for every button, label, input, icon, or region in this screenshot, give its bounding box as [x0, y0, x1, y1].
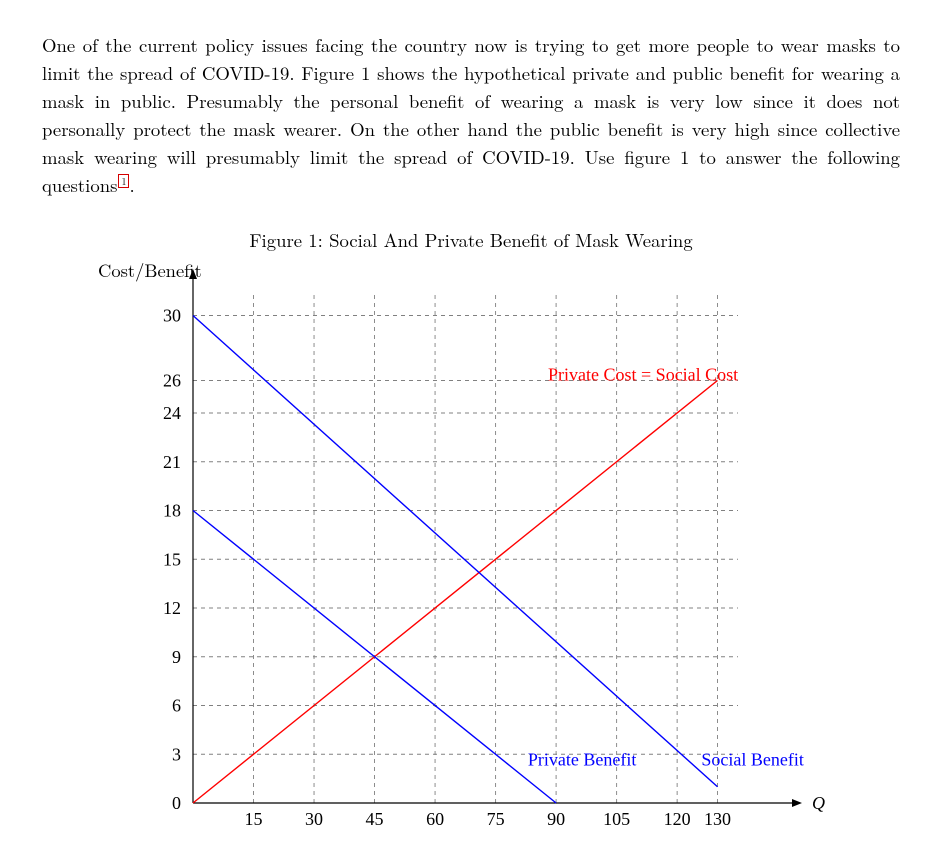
x-axis-arrow: [792, 799, 802, 807]
x-tick-label: 105: [603, 809, 630, 829]
social_benefit-label: Social Benefit: [701, 750, 803, 770]
y-tick-label: 18: [163, 500, 181, 520]
y-tick-label: 15: [163, 549, 181, 569]
x-tick-label: 75: [487, 809, 505, 829]
intro-text: One of the current policy issues facing …: [42, 32, 900, 198]
figure-caption: Figure 1: Social And Private Benefit of …: [42, 227, 900, 253]
x-tick-label: 45: [366, 809, 384, 829]
x-tick-label: 60: [426, 809, 444, 829]
y-tick-label: 0: [172, 793, 181, 813]
y-tick-label: 24: [163, 403, 181, 423]
y-tick-label: 9: [172, 647, 181, 667]
chart-area: Cost/Benefit 036912151821242630153045607…: [78, 263, 858, 863]
x-tick-label: 90: [547, 809, 565, 829]
y-tick-label: 12: [163, 598, 181, 618]
intro-paragraph: One of the current policy issues facing …: [42, 31, 900, 199]
x-axis-title: Q: [812, 793, 825, 813]
figure-1: Figure 1: Social And Private Benefit of …: [42, 227, 900, 863]
y-axis-title: Cost/Benefit: [98, 257, 202, 283]
y-tick-label: 30: [163, 305, 181, 325]
y-tick-label: 21: [163, 452, 181, 472]
chart-svg: 0 3 6 9 12 15 18 21 24 26 30 15 30 45 60 75 90 105 120 130 Q…: [78, 263, 858, 863]
private_benefit-label: Private Benefit: [528, 750, 636, 770]
y-tick-label: 26: [163, 370, 181, 390]
x-tick-label: 30: [305, 809, 323, 829]
y-tick-label: 6: [172, 695, 181, 715]
x-tick-label: 130: [704, 809, 731, 829]
x-tick-label: 120: [664, 809, 691, 829]
private_cost-line: [193, 380, 717, 803]
social_benefit-line: [193, 315, 717, 786]
x-tick-label: 15: [245, 809, 263, 829]
footnote-marker[interactable]: 1: [118, 174, 129, 188]
y-tick-label: 3: [172, 744, 181, 764]
private_cost-label: Private Cost = Social Cost: [548, 364, 738, 384]
